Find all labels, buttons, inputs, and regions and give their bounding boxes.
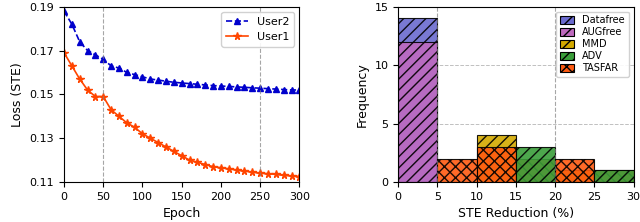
User2	[241, 86, 248, 89]
User1	[131, 126, 138, 129]
User1	[99, 95, 107, 98]
User2	[296, 89, 303, 91]
User1	[225, 168, 232, 170]
User2	[154, 79, 162, 81]
User2	[84, 49, 92, 52]
User2	[225, 85, 232, 88]
User2	[76, 40, 84, 43]
User2	[162, 80, 170, 83]
User1	[84, 89, 92, 91]
User1	[256, 172, 264, 174]
User2	[170, 81, 178, 84]
User2	[272, 88, 280, 90]
User2	[193, 83, 201, 86]
User1	[139, 133, 147, 135]
User1	[123, 121, 131, 124]
User1	[186, 159, 193, 161]
Bar	[398, 18, 438, 182]
Bar	[398, 42, 438, 182]
User2	[288, 89, 296, 91]
User1	[264, 172, 272, 175]
Bar	[516, 147, 555, 182]
User2	[256, 87, 264, 89]
User2	[139, 75, 147, 78]
User1	[76, 78, 84, 80]
Legend: User2, User1: User2, User1	[221, 12, 294, 47]
User2	[280, 88, 287, 91]
User2	[115, 67, 123, 69]
User2	[233, 85, 241, 88]
User2	[264, 87, 272, 90]
Bar	[477, 135, 516, 182]
User2	[68, 23, 76, 26]
User1	[60, 51, 68, 54]
User2	[178, 82, 186, 84]
Bar	[595, 170, 634, 182]
User1	[233, 169, 241, 171]
Bar	[516, 159, 555, 182]
User2	[186, 82, 193, 85]
Line: User1: User1	[60, 49, 303, 180]
User2	[147, 78, 154, 80]
Y-axis label: Loss (STE): Loss (STE)	[11, 62, 24, 127]
User2	[123, 71, 131, 74]
User1	[248, 171, 256, 174]
User2	[248, 86, 256, 89]
User2	[217, 85, 225, 87]
Line: User2: User2	[61, 8, 302, 93]
User2	[92, 54, 99, 56]
Bar	[555, 159, 595, 182]
User1	[241, 170, 248, 172]
User1	[272, 173, 280, 176]
User2	[131, 73, 138, 76]
User1	[296, 175, 303, 178]
User1	[68, 65, 76, 67]
User1	[108, 108, 115, 111]
User1	[92, 95, 99, 98]
Bar	[438, 159, 477, 182]
User1	[154, 141, 162, 144]
User1	[170, 150, 178, 153]
X-axis label: Epoch: Epoch	[163, 207, 201, 220]
User2	[202, 84, 209, 86]
User1	[193, 161, 201, 164]
User1	[147, 137, 154, 140]
Bar	[555, 170, 595, 182]
Y-axis label: Frequency: Frequency	[356, 62, 369, 127]
User1	[178, 155, 186, 157]
Legend: Datafree, AUGfree, MMD, ADV, TASFAR: Datafree, AUGfree, MMD, ADV, TASFAR	[556, 12, 628, 77]
User2	[209, 84, 217, 87]
X-axis label: STE Reduction (%): STE Reduction (%)	[458, 207, 574, 220]
User2	[60, 10, 68, 12]
User2	[108, 65, 115, 67]
User1	[115, 115, 123, 118]
Bar	[595, 170, 634, 182]
User1	[288, 174, 296, 177]
Bar	[477, 147, 516, 182]
User1	[217, 166, 225, 169]
User2	[99, 58, 107, 61]
User1	[280, 174, 287, 177]
User1	[202, 163, 209, 166]
User1	[162, 146, 170, 148]
User1	[209, 165, 217, 168]
